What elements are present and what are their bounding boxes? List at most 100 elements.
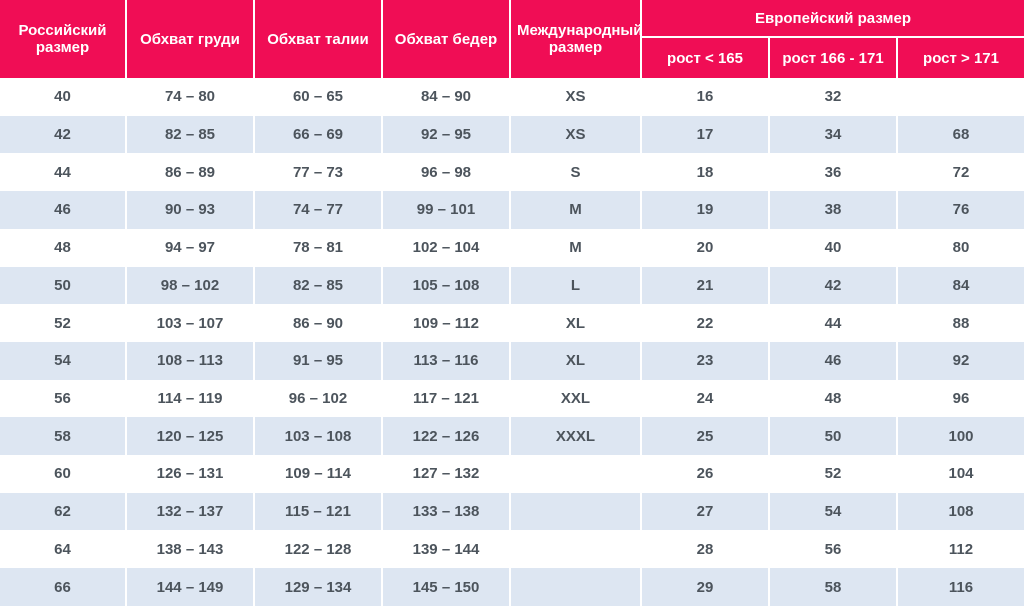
- table-cell: 113 – 116: [383, 341, 511, 380]
- table-cell: 112: [898, 530, 1024, 569]
- table-cell: 116: [898, 568, 1024, 606]
- table-cell: [898, 78, 1024, 116]
- table-cell: 38: [770, 191, 898, 229]
- table-cell: 60: [0, 455, 127, 493]
- table-cell: 32: [770, 78, 898, 116]
- table-cell: 18: [642, 153, 770, 192]
- table-cell: 105 – 108: [383, 266, 511, 305]
- table-cell: 56: [770, 530, 898, 569]
- table-cell: 23: [642, 341, 770, 380]
- table-cell: 40: [0, 78, 127, 116]
- table-cell: 100: [898, 417, 1024, 456]
- table-cell: 82 – 85: [255, 266, 383, 305]
- header-chest: Обхват груди: [127, 0, 255, 78]
- table-cell: 77 – 73: [255, 153, 383, 192]
- table-cell: 46: [0, 191, 127, 229]
- table-cell: 22: [642, 304, 770, 342]
- table-cell: 91 – 95: [255, 341, 383, 380]
- table-cell: 25: [642, 417, 770, 456]
- table-cell: M: [511, 228, 642, 267]
- table-cell: 98 – 102: [127, 266, 255, 305]
- table-row: 46 90 – 93 74 – 77 99 – 101 M 19 38 76: [0, 191, 1024, 229]
- table-row: 54 108 – 113 91 – 95 113 – 116 XL 23 46 92: [0, 341, 1024, 380]
- header-height-lt-165: рост < 165: [642, 38, 770, 78]
- header-height-166-171: рост 166 - 171: [770, 38, 898, 78]
- table-cell: 108 – 113: [127, 341, 255, 380]
- table-cell: 96 – 98: [383, 153, 511, 192]
- table-cell: 103 – 108: [255, 417, 383, 456]
- table-cell: 58: [770, 568, 898, 606]
- table-cell: 54: [0, 341, 127, 380]
- table-cell: 96: [898, 379, 1024, 418]
- table-cell: 84 – 90: [383, 78, 511, 116]
- table-row: 66 144 – 149 129 – 134 145 – 150 29 58 116: [0, 568, 1024, 606]
- table-cell: 138 – 143: [127, 530, 255, 569]
- table-cell: 54: [770, 492, 898, 531]
- header-european-size: Европейский размер: [642, 0, 1024, 38]
- table-cell: 92: [898, 341, 1024, 380]
- table-cell: [511, 568, 642, 606]
- table-cell: 17: [642, 115, 770, 154]
- table-cell: 36: [770, 153, 898, 192]
- table-cell: 133 – 138: [383, 492, 511, 531]
- table-cell: 72: [898, 153, 1024, 192]
- table-cell: 52: [0, 304, 127, 342]
- table-cell: 24: [642, 379, 770, 418]
- table-cell: 27: [642, 492, 770, 531]
- table-cell: 20: [642, 228, 770, 267]
- table-cell: 92 – 95: [383, 115, 511, 154]
- table-cell: [511, 455, 642, 493]
- table-cell: 64: [0, 530, 127, 569]
- header-waist: Обхват талии: [255, 0, 383, 78]
- table-cell: 48: [770, 379, 898, 418]
- table-row: 60 126 – 131 109 – 114 127 – 132 26 52 104: [0, 455, 1024, 493]
- table-cell: 94 – 97: [127, 228, 255, 267]
- table-cell: 44: [0, 153, 127, 192]
- table-cell: XS: [511, 115, 642, 154]
- table-cell: 127 – 132: [383, 455, 511, 493]
- table-row: 48 94 – 97 78 – 81 102 – 104 M 20 40 80: [0, 228, 1024, 267]
- table-cell: 34: [770, 115, 898, 154]
- header-international-size: Международный размер: [511, 0, 642, 78]
- table-cell: 102 – 104: [383, 228, 511, 267]
- table-cell: 104: [898, 455, 1024, 493]
- table-cell: 42: [770, 266, 898, 305]
- table-cell: 40: [770, 228, 898, 267]
- table-row: 40 74 – 80 60 – 65 84 – 90 XS 16 32: [0, 78, 1024, 116]
- table-header: Российский размер Обхват груди Обхват та…: [0, 0, 1024, 78]
- table-row: 58 120 – 125 103 – 108 122 – 126 XXXL 25 50 100: [0, 417, 1024, 456]
- table-body: 40 74 – 80 60 – 65 84 – 90 XS 16 32 42 82 – 85 66…: [0, 78, 1024, 606]
- table-cell: 86 – 89: [127, 153, 255, 192]
- table-cell: XS: [511, 78, 642, 116]
- table-cell: 122 – 126: [383, 417, 511, 456]
- table-row: 62 132 – 137 115 – 121 133 – 138 27 54 108: [0, 492, 1024, 531]
- table-cell: 90 – 93: [127, 191, 255, 229]
- table-cell: L: [511, 266, 642, 305]
- table-cell: 145 – 150: [383, 568, 511, 606]
- table-cell: 86 – 90: [255, 304, 383, 342]
- table-cell: 66 – 69: [255, 115, 383, 154]
- table-row: 52 103 – 107 86 – 90 109 – 112 XL 22 44 88: [0, 304, 1024, 342]
- table-row: 50 98 – 102 82 – 85 105 – 108 L 21 42 84: [0, 266, 1024, 305]
- table-cell: 42: [0, 115, 127, 154]
- table-cell: XL: [511, 341, 642, 380]
- table-row: 44 86 – 89 77 – 73 96 – 98 S 18 36 72: [0, 153, 1024, 192]
- table-cell: 68: [898, 115, 1024, 154]
- header-hips: Обхват бедер: [383, 0, 511, 78]
- table-cell: 52: [770, 455, 898, 493]
- table-cell: 58: [0, 417, 127, 456]
- table-cell: 66: [0, 568, 127, 606]
- table-cell: 60 – 65: [255, 78, 383, 116]
- table-cell: [511, 530, 642, 569]
- table-cell: 16: [642, 78, 770, 116]
- table-cell: 29: [642, 568, 770, 606]
- table-cell: 109 – 112: [383, 304, 511, 342]
- table-cell: 74 – 77: [255, 191, 383, 229]
- table-cell: 129 – 134: [255, 568, 383, 606]
- table-cell: 117 – 121: [383, 379, 511, 418]
- table-cell: 21: [642, 266, 770, 305]
- table-cell: 132 – 137: [127, 492, 255, 531]
- table-cell: 99 – 101: [383, 191, 511, 229]
- table-cell: 126 – 131: [127, 455, 255, 493]
